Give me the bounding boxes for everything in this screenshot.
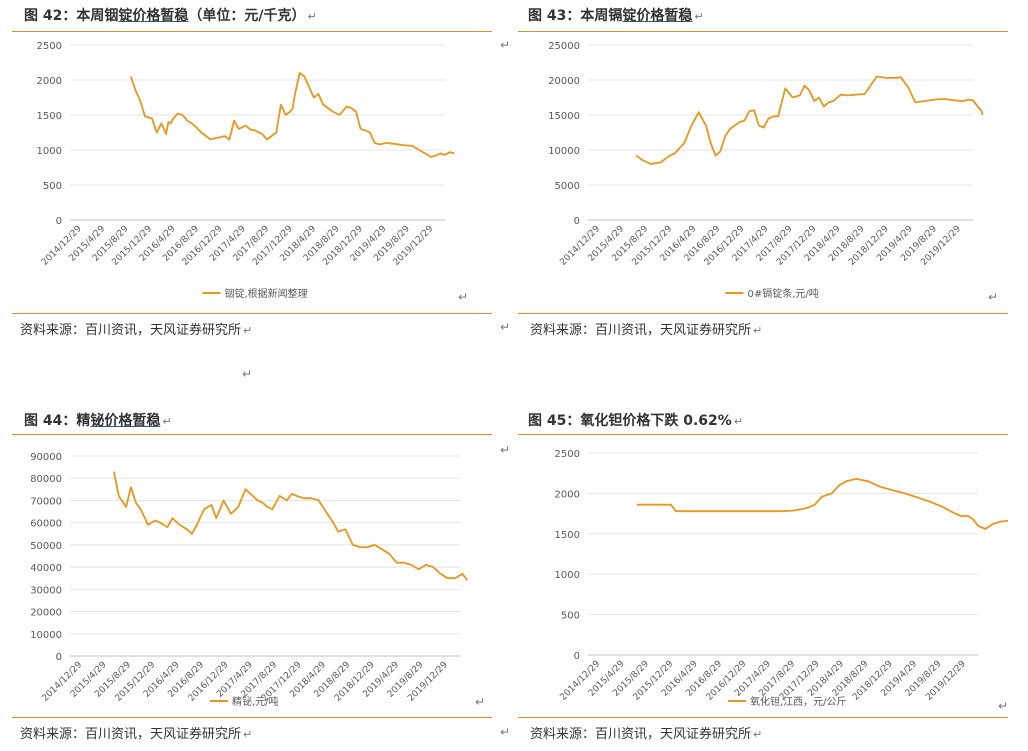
series-line — [130, 72, 455, 158]
return-mark: ↵ — [500, 38, 511, 52]
bottom-rule-3 — [12, 717, 492, 718]
source-text: 资料来源：百川资讯，天风证券研究所 — [20, 727, 242, 742]
chart-title-4: 图 45：氧化钽价格下跌 0.62% ↵ — [528, 410, 743, 430]
chart-1: 050010001500200025002014/12/292015/4/292… — [37, 41, 455, 300]
chart-title-3-prefix: 图 44：精 — [24, 413, 91, 429]
title-rule-3 — [12, 434, 492, 435]
y-tick-label: 30000 — [30, 585, 62, 596]
chart-title-2: 图 43：本周镉锭价格暂稳 ↵ — [528, 5, 704, 25]
source-text: 资料来源：百川资讯，天风证券研究所 — [530, 727, 752, 742]
y-tick-label: 70000 — [30, 496, 62, 507]
y-tick-label: 1000 — [37, 146, 62, 157]
return-mark: ↵ — [242, 367, 253, 381]
chart-panel-4: 图 45：氧化钽价格下跌 0.62% ↵ 0 500 1000 1500 2000 2500… — [518, 410, 1009, 750]
y-tick-label: 20000 — [548, 76, 580, 87]
y-tick-label: 25000 — [548, 41, 580, 52]
y-tick-label: 0 — [56, 216, 62, 227]
y-tick-label: 1500 — [37, 111, 62, 122]
return-mark: ↵ — [753, 324, 763, 337]
y-tick-label: 5000 — [555, 181, 580, 192]
y-tick-label: 1500 — [555, 530, 580, 541]
legend-label: 铟锭,根据新闻整理 — [225, 287, 308, 300]
return-mark: ↵ — [162, 415, 172, 428]
y-tick-label: 90000 — [30, 452, 62, 463]
source-note-1: 资料来源：百川资讯，天风证券研究所 ↵ — [20, 319, 252, 338]
chart-2: 05000100001500020000250002014/12/292015/… — [548, 41, 984, 300]
return-mark: ↵ — [243, 728, 253, 741]
legend-label: 0#镉锭条,元/吨 — [748, 287, 819, 300]
return-mark: ↵ — [500, 320, 511, 334]
y-tick-label: 10000 — [30, 630, 62, 641]
y-tick-label: 2500 — [37, 41, 62, 52]
y-tick-label: 500 — [561, 611, 580, 622]
source-text: 资料来源：百川资讯，天风证券研究所 — [20, 323, 242, 338]
y-tick-label: 0 — [574, 216, 580, 227]
y-tick-label: 40000 — [30, 563, 62, 574]
bottom-rule-4 — [518, 717, 1008, 718]
y-tick-label: 2000 — [555, 489, 580, 500]
return-mark: ↵ — [988, 290, 999, 304]
y-tick-label: 2000 — [37, 76, 62, 87]
y-tick-label: 15000 — [548, 111, 580, 122]
return-mark: ↵ — [753, 728, 763, 741]
source-note-3: 资料来源：百川资讯，天风证券研究所 ↵ — [20, 723, 252, 742]
title-rule-4 — [518, 434, 1008, 435]
legend-label: 精铋,元/吨 — [232, 695, 279, 708]
return-mark: ↵ — [458, 290, 469, 304]
return-mark: ↵ — [998, 699, 1009, 713]
return-mark: ↵ — [500, 725, 511, 739]
title-rule-2 — [518, 31, 1008, 32]
source-note-2: 资料来源：百川资讯，天风证券研究所 ↵ — [530, 319, 762, 338]
chart-panel-3: 图 44：精铋价格暂稳 ↵ 0 10000 20000 30000 40000 50000 6… — [12, 410, 492, 750]
chart-title-3: 图 44：精铋价格暂稳 ↵ — [24, 410, 172, 430]
legend-label: 氧化钽,江西，元/公斤 — [750, 695, 847, 708]
return-mark: ↵ — [243, 324, 253, 337]
bottom-rule-1 — [12, 313, 492, 314]
y-tick-label: 50000 — [30, 541, 62, 552]
y-tick-label: 0 — [56, 652, 62, 663]
return-mark: ↵ — [694, 10, 704, 23]
series-line — [636, 478, 1008, 530]
return-mark: ↵ — [733, 415, 744, 428]
chart-title-4-prefix: 图 45：氧化钽价格下跌 0.62% — [528, 413, 732, 429]
y-tick-label: 20000 — [30, 608, 62, 619]
y-tick-label: 80000 — [30, 474, 62, 485]
chart-title-1-underlined: 锭价格暂稳 — [118, 8, 189, 24]
y-tick-label: 0 — [574, 651, 580, 662]
y-tick-label: 60000 — [30, 519, 62, 530]
return-mark: ↵ — [475, 695, 486, 709]
chart-panel-2: 图 43：本周镉锭价格暂稳 ↵ 0 5000 10000 15000 20000 25000… — [518, 5, 1008, 345]
chart-title-1-suffix: （单位：元/千克） — [188, 8, 306, 24]
bottom-rule-2 — [518, 313, 1008, 314]
series-line — [635, 75, 984, 165]
chart-panel-1: 图 42：本周铟锭价格暂稳（单位：元/千克） ↵ 0 500 1000 1500 2000… — [12, 5, 492, 345]
chart-title-1: 图 42：本周铟锭价格暂稳（单位：元/千克） ↵ — [24, 5, 317, 25]
y-tick-label: 500 — [43, 181, 62, 192]
chart-title-1-prefix: 图 42：本周铟 — [24, 8, 119, 24]
chart-title-3-underlined: 铋价格暂稳 — [90, 413, 161, 429]
y-tick-label: 10000 — [548, 146, 580, 157]
chart-4: 050010001500200025002014/12/292015/4/292… — [555, 449, 1008, 708]
return-mark: ↵ — [307, 10, 317, 23]
chart-title-2-prefix: 图 43：本周镉 — [528, 8, 623, 24]
y-tick-label: 2500 — [555, 449, 580, 460]
source-text: 资料来源：百川资讯，天风证券研究所 — [530, 323, 752, 338]
source-note-4: 资料来源：百川资讯，天风证券研究所 ↵ — [530, 723, 762, 742]
chart-title-2-underlined: 锭价格暂稳 — [622, 8, 693, 24]
title-rule-1 — [12, 31, 492, 32]
y-tick-label: 1000 — [555, 570, 580, 581]
series-line — [113, 471, 469, 581]
chart-3: 0 10000 20000 30000 40000 50000 60000 70000 8000… — [30, 452, 469, 708]
return-mark: ↵ — [500, 443, 511, 457]
